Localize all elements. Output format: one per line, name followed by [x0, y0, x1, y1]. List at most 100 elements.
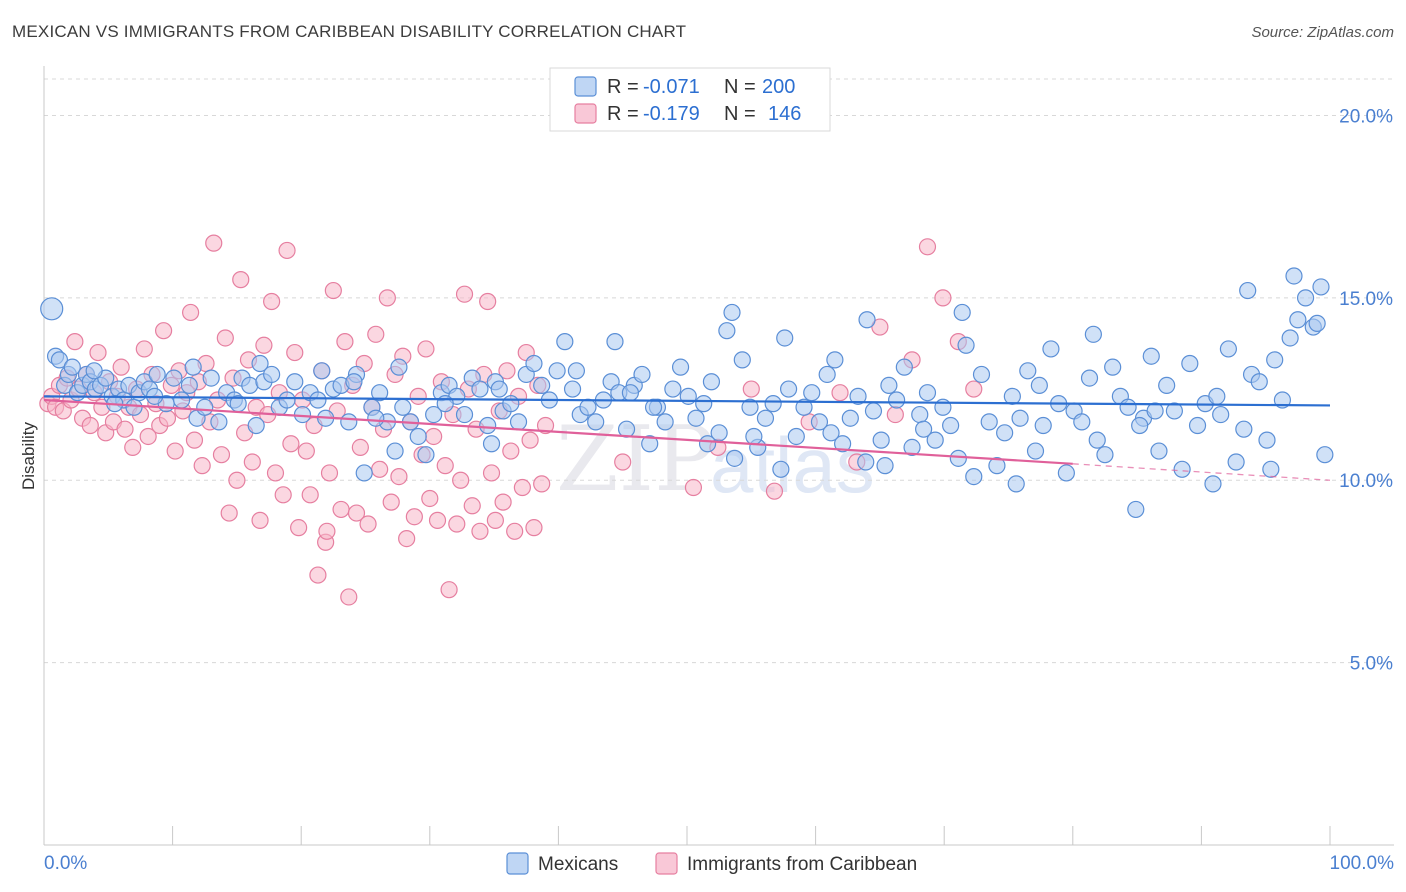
- caribbean-point-104: [440, 581, 458, 599]
- caribbean-point-131: [742, 380, 760, 398]
- correlation-legend: R = -0.071 N = 200 R = -0.179 N = 146: [549, 67, 831, 132]
- caribbean-point-106: [448, 515, 466, 533]
- legend-n-label-1: N =: [724, 76, 756, 98]
- source-label: Source: ZipAtlas.com: [1251, 24, 1394, 41]
- bottom-legend-swatch-mexicans: [506, 852, 529, 875]
- caribbean-point-58: [263, 292, 281, 311]
- mexican-point-193: [698, 435, 717, 453]
- mexican-point-197: [1208, 387, 1226, 405]
- caribbean-point-83: [359, 515, 377, 533]
- mexican-point-173: [1316, 446, 1334, 464]
- caribbean-point-93: [398, 529, 416, 548]
- mexican-point-200: [367, 409, 385, 427]
- mexican-point-120: [911, 405, 929, 424]
- mexican-point-195: [953, 303, 971, 322]
- mexican-point-95: [718, 322, 736, 340]
- mexican-point-153: [1165, 402, 1183, 420]
- caribbean-point-108: [455, 285, 474, 303]
- caribbean-trend-line: [43, 398, 1073, 465]
- mexican-point-103: [779, 380, 798, 398]
- x-tick-label-min: 0.0%: [44, 853, 87, 874]
- mexican-point-186: [1030, 376, 1048, 394]
- mexican-point-105: [795, 398, 813, 416]
- mexican-point-143: [1088, 431, 1106, 449]
- mexican-point-192: [567, 362, 586, 380]
- mexican-point-158: [1204, 475, 1222, 493]
- mexican-point-162: [1235, 420, 1253, 438]
- mexican-point-160: [1219, 340, 1238, 358]
- mexican-point-17: [125, 398, 143, 416]
- caribbean-point-123: [513, 478, 531, 497]
- mexican-point-70: [525, 354, 543, 373]
- mexican-point-84: [633, 365, 651, 384]
- mexican-point-97: [733, 351, 751, 369]
- caribbean-point-50: [232, 271, 250, 289]
- mexican-point-141: [1073, 413, 1091, 431]
- caribbean-point-31: [158, 409, 177, 427]
- mexican-point-121: [918, 384, 937, 402]
- axes: [43, 66, 1394, 846]
- mexican-point-88: [664, 380, 682, 398]
- mexican-point-152: [1158, 376, 1176, 394]
- caribbean-point-118: [494, 493, 512, 511]
- caribbean-point-53: [243, 453, 261, 471]
- y-tick-labels: 5.0% 10.0% 15.0% 20.0%: [1339, 106, 1393, 674]
- mexican-point-24: [173, 391, 191, 409]
- mexican-point-119: [903, 438, 921, 457]
- caribbean-point-70: [309, 566, 327, 584]
- mexican-point-188: [1262, 460, 1280, 478]
- caribbean-point-121: [506, 522, 524, 540]
- x-tick-label-max: 100.0%: [1330, 853, 1395, 874]
- legend-n-value-2: 146: [768, 103, 801, 125]
- mexican-point-50: [371, 384, 389, 402]
- caribbean-point-76: [332, 500, 350, 519]
- legend-r-label-2: R =: [607, 103, 639, 125]
- mexican-point-201: [490, 380, 508, 398]
- mexican-point-136: [1034, 416, 1052, 435]
- caribbean-point-96: [409, 387, 427, 405]
- mexican-point-38: [278, 391, 296, 409]
- mexican-point-206: [1131, 416, 1149, 435]
- mexican-point-118: [895, 358, 913, 376]
- mexican-point-71: [533, 376, 551, 394]
- caribbean-point-74: [324, 281, 342, 300]
- mexican-point-174: [723, 303, 741, 322]
- caribbean-point-73: [320, 464, 339, 482]
- mexican-point-28: [202, 369, 220, 387]
- mexican-point-107: [810, 413, 829, 431]
- bottom-legend-label-caribbean: Immigrants from Caribbean: [687, 854, 917, 875]
- mexican-point-110: [834, 435, 852, 453]
- y-tick-label-3: 20.0%: [1339, 106, 1393, 127]
- mexican-point-77: [579, 398, 597, 416]
- mexican-point-111: [841, 409, 859, 427]
- mexican-point-5: [63, 358, 81, 376]
- caribbean-point-107: [452, 471, 470, 489]
- caribbean-point-43: [205, 234, 223, 252]
- watermark-zip: ZIP: [556, 407, 715, 512]
- bottom-legend-swatch-caribbean: [655, 852, 678, 875]
- mexican-point-116: [880, 376, 898, 394]
- caribbean-point-91: [390, 467, 408, 486]
- mexican-point-2: [50, 351, 69, 369]
- caribbean-point-19: [112, 358, 130, 376]
- caribbean-point-26: [139, 427, 157, 446]
- legend-r-label-1: R =: [607, 76, 639, 98]
- mexican-point-151: [1150, 442, 1168, 460]
- mexican-point-150: [1142, 347, 1160, 365]
- legend-box: [549, 67, 831, 132]
- mexican-point-203: [745, 427, 763, 446]
- mexican-point-135: [1026, 442, 1045, 460]
- caribbean-point-125: [521, 431, 539, 449]
- mexican-point-176: [606, 333, 624, 351]
- caribbean-point-99: [421, 489, 439, 508]
- mexican-point-42: [309, 391, 327, 409]
- caribbean-point-13: [89, 343, 107, 362]
- mexican-point-91: [687, 409, 705, 427]
- caribbean-point-68: [301, 486, 319, 504]
- caribbean-trend-extension: [1072, 463, 1331, 481]
- mexican-point-196: [1084, 325, 1102, 343]
- caribbean-point-7: [66, 333, 84, 351]
- mexican-point-115: [872, 431, 890, 449]
- y-tick-label-1: 10.0%: [1339, 471, 1393, 492]
- mexican-point-25: [180, 376, 198, 394]
